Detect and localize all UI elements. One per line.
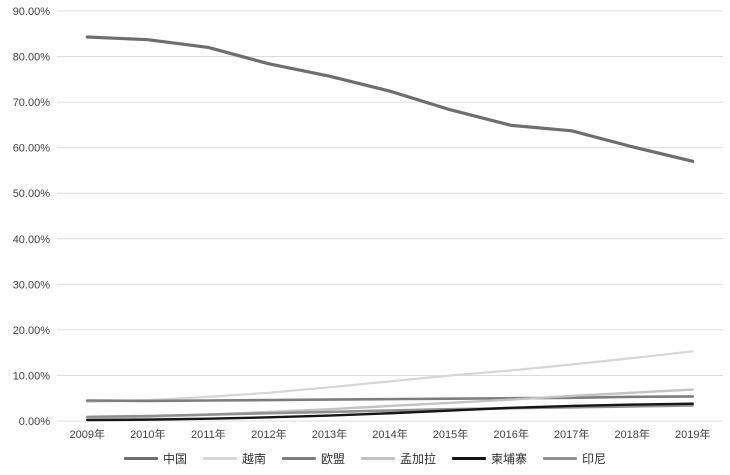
y-tick-label: 50.00% [13, 188, 51, 200]
legend-label-cambodia: 柬埔寨 [491, 452, 528, 466]
y-tick-label: 70.00% [13, 97, 51, 109]
y-tick-label: 90.00% [13, 6, 51, 18]
legend-swatch-indonesia [543, 457, 578, 460]
legend-label-indonesia: 印尼 [582, 452, 607, 466]
series-line-vietnam [86, 350, 694, 403]
legend-label-vietnam: 越南 [241, 452, 266, 466]
series-line-indonesia [85, 404, 695, 419]
x-tick-label: 2014年 [372, 427, 407, 441]
chart-legend: 中国 越南 欧盟 孟加拉 柬埔寨 印尼 [0, 450, 730, 467]
x-tick-label: 2016年 [493, 427, 528, 441]
y-tick-label: 80.00% [13, 52, 51, 64]
legend-item-vietnam: 越南 [202, 450, 266, 467]
legend-label-bangladesh: 孟加拉 [400, 452, 437, 466]
legend-item-china: 中国 [123, 450, 187, 467]
y-tick-label: 10.00% [13, 370, 51, 382]
x-tick-label: 2015年 [433, 427, 468, 441]
series-line-cambodia [86, 402, 694, 422]
legend-item-cambodia: 柬埔寨 [452, 450, 527, 467]
y-tick-label: 60.00% [13, 143, 51, 155]
legend-swatch-bangladesh [361, 457, 395, 460]
x-tick-label: 2010年 [130, 427, 165, 441]
legend-item-bangladesh: 孟加拉 [361, 450, 436, 467]
y-tick-label: 20.00% [13, 325, 51, 337]
y-tick-label: 30.00% [13, 279, 51, 291]
legend-swatch-cambodia [452, 457, 487, 460]
x-tick-label: 2018年 [614, 427, 649, 441]
legend-swatch-china [123, 457, 158, 460]
y-tick-label: 0.00% [19, 416, 50, 428]
legend-swatch-eu [281, 457, 316, 460]
series-line-eu [85, 395, 695, 403]
x-tick-label: 2013年 [312, 427, 347, 441]
legend-label-eu: 欧盟 [320, 452, 345, 466]
x-tick-label: 2019年 [675, 427, 710, 441]
x-tick-label: 2017年 [554, 427, 589, 441]
series-line-china [85, 35, 695, 163]
x-tick-label: 2011年 [191, 427, 226, 441]
legend-item-eu: 欧盟 [281, 450, 345, 467]
legend-swatch-vietnam [202, 457, 237, 460]
x-tick-label: 2012年 [251, 427, 286, 441]
legend-item-indonesia: 印尼 [543, 450, 606, 467]
legend-label-china: 中国 [162, 452, 187, 466]
y-tick-label: 40.00% [13, 234, 51, 246]
x-tick-label: 2009年 [70, 427, 105, 441]
